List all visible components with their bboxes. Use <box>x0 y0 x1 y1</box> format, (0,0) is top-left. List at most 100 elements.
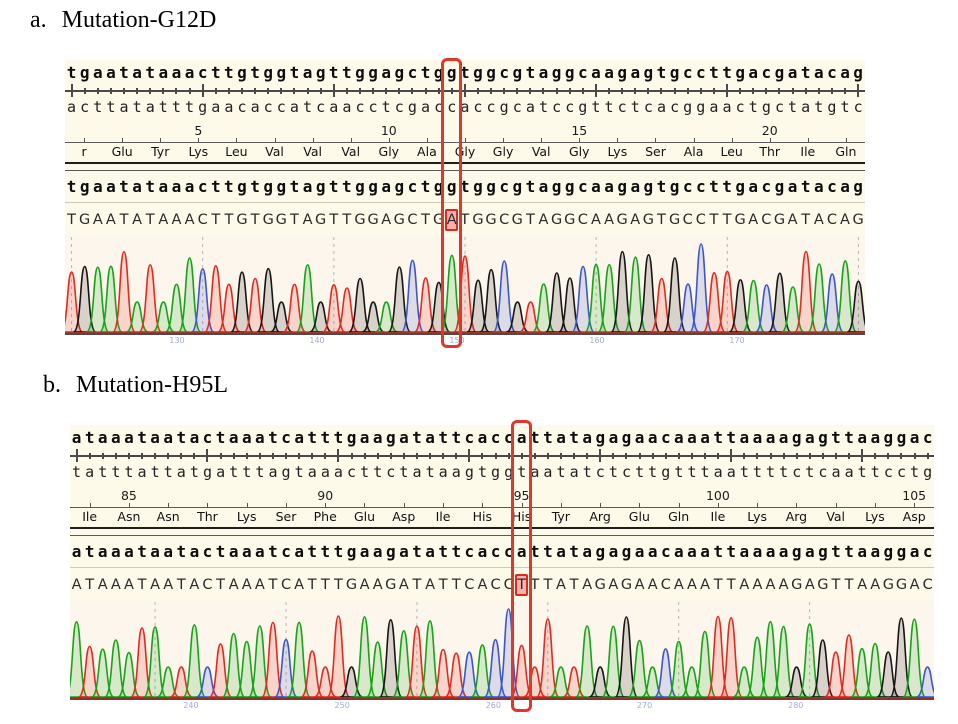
base-cell: A <box>700 577 710 593</box>
residue-number: 5 <box>194 123 203 138</box>
trace-peak-T <box>77 645 102 698</box>
base-cell: t <box>303 98 313 116</box>
amino-acid-cell: Ile <box>710 509 726 524</box>
ruler-tick <box>498 84 511 97</box>
ruler-tick <box>633 449 646 462</box>
base-cell: t <box>145 63 156 82</box>
base-cell: a <box>399 542 409 561</box>
amino-acid-cell: Glu <box>628 509 650 524</box>
ruler-tick <box>288 84 301 97</box>
residue-number: 100 <box>705 488 730 503</box>
base-cell: a <box>857 542 867 561</box>
base-cell: t <box>517 463 527 481</box>
base-cell: c <box>503 542 514 561</box>
base-cell: t <box>373 463 383 481</box>
base-cell: G <box>315 212 327 228</box>
amino-acid-cell: Val <box>531 144 551 159</box>
ruler-tick <box>266 449 279 462</box>
base-cell: G <box>668 212 681 228</box>
trace-peak-T <box>715 270 740 333</box>
base-cell: G <box>485 212 497 228</box>
base-cell: a <box>909 542 920 561</box>
base-cell: a <box>709 98 719 116</box>
residue-number-row: 85 90 95 100 105 <box>70 488 934 507</box>
base-ruler <box>65 84 865 97</box>
base-cell: c <box>434 98 444 116</box>
base-cell: a <box>840 63 850 82</box>
base-cell: t <box>145 177 156 196</box>
residue-tick <box>384 489 423 507</box>
base-cell: g <box>237 177 247 196</box>
ruler-tick <box>734 84 747 97</box>
base-cell: C <box>660 577 671 593</box>
ruler-tick <box>489 449 502 462</box>
base-cell: g <box>394 177 405 196</box>
base-cell: t <box>66 63 77 82</box>
base-cell: T <box>307 577 317 593</box>
base-cell: g <box>446 177 457 196</box>
ruler-tick <box>642 84 655 97</box>
residue-tick: 100 <box>698 488 737 507</box>
amino-acid-row: r Glu Tyr Lys Leu Val Val Val Gly Ala Gly Gly Val Gly… <box>65 142 865 164</box>
trace-peak-A <box>745 636 770 698</box>
base-cell: c <box>578 63 588 82</box>
base-cell: t <box>608 463 618 481</box>
trace-peak-A <box>103 639 128 698</box>
base-cell: t <box>215 428 226 447</box>
residue-number: 85 <box>120 488 137 503</box>
ruler-tick <box>144 84 157 97</box>
ruler-tick <box>380 84 393 97</box>
ruler-tick <box>515 449 528 462</box>
ruler-tick <box>188 449 201 462</box>
base-cell: t <box>438 542 448 561</box>
residue-tick <box>484 124 522 142</box>
base-cell: T <box>67 212 76 228</box>
trace-peak-A <box>90 648 115 698</box>
residue-tick: 15 <box>560 123 598 142</box>
ruler-tick <box>424 449 437 462</box>
base-cell: C <box>464 577 475 593</box>
base-cell: t <box>840 98 850 116</box>
base-cell: g <box>643 177 654 196</box>
base-cell: c <box>682 177 693 196</box>
base-cell: A <box>634 577 645 593</box>
ruler-tick <box>157 84 170 97</box>
ruler-tick <box>345 449 358 462</box>
base-cell: g <box>791 542 802 561</box>
ruler-tick <box>450 449 463 462</box>
base-cell: T <box>137 577 147 593</box>
base-cell: A <box>184 212 195 228</box>
residue-tick <box>266 489 305 507</box>
base-cell: c <box>394 98 404 116</box>
base-cell: T <box>451 577 461 593</box>
ruler-tick <box>371 449 384 462</box>
base-cell: A <box>813 212 824 228</box>
base-cell: c <box>347 463 357 481</box>
trace-peak-T <box>243 277 268 333</box>
base-cell: a <box>255 428 265 447</box>
base-cell: t <box>831 542 841 561</box>
trace-peak-G <box>810 639 835 698</box>
ruler-tick <box>109 449 122 462</box>
amino-acid-cell: Gly <box>454 144 476 159</box>
base-cell: a <box>722 98 732 116</box>
base-cell: c <box>316 98 326 116</box>
base-cell: a <box>224 98 234 116</box>
ruler-tick <box>162 449 175 462</box>
trace-position-labels: 130 140 150 160 170 <box>65 335 865 346</box>
base-cell: c <box>237 98 247 116</box>
base-cell: t <box>137 428 147 447</box>
residue-number: 95 <box>513 488 530 503</box>
ruler-tick <box>528 449 541 462</box>
base-cell: c <box>447 98 457 116</box>
base-cell: a <box>726 463 736 481</box>
base-cell: t <box>674 463 684 481</box>
base-cell: t <box>150 463 160 481</box>
residue-tick <box>789 124 827 142</box>
trace-peak-T <box>300 650 325 698</box>
base-cell: c <box>197 177 208 196</box>
ruler-tick <box>293 449 306 462</box>
